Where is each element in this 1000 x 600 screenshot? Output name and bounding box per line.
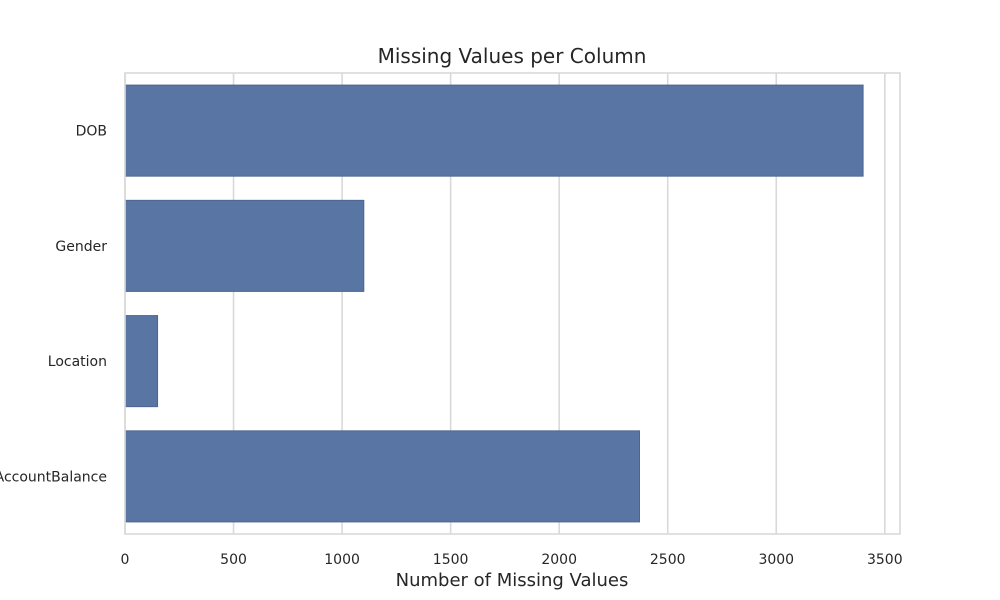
x-tick-label: 1000	[324, 552, 360, 568]
x-tick-label: 1500	[433, 552, 469, 568]
x-tick-label: 3000	[758, 552, 794, 568]
x-tick-label: 500	[220, 552, 247, 568]
x-tick-label: 2500	[650, 552, 686, 568]
bar-gender	[124, 199, 365, 292]
bar-location	[124, 315, 159, 408]
x-tick-label: 2000	[541, 552, 577, 568]
y-tick-label: AccountBalance	[0, 469, 107, 485]
y-tick-label: DOB	[76, 124, 107, 140]
y-tick-label: Location	[48, 354, 107, 370]
x-axis-label: Number of Missing Values	[396, 570, 629, 591]
x-axis-ticks: 0 500 1000 1500 2000 2500 3000 3500	[121, 552, 903, 568]
bar-accountbalance	[124, 430, 640, 523]
x-tick-label: 3500	[867, 552, 903, 568]
y-axis-ticks: DOB Gender Location AccountBalance	[0, 124, 107, 486]
bars	[124, 84, 864, 523]
bar-dob	[124, 84, 864, 177]
chart-title: Missing Values per Column	[378, 44, 647, 68]
x-tick-label: 0	[121, 552, 130, 568]
plot-frame	[124, 72, 901, 535]
y-tick-label: Gender	[55, 239, 107, 255]
